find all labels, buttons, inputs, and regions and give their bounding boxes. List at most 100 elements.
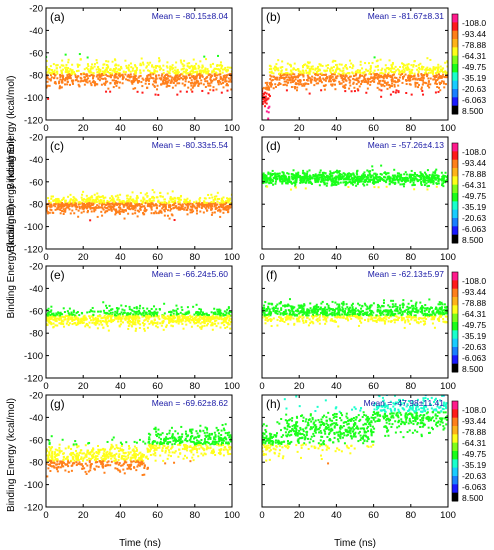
data-point <box>327 80 330 83</box>
data-point <box>222 204 225 207</box>
data-point <box>388 68 391 71</box>
data-point <box>413 183 416 186</box>
data-point <box>369 80 372 83</box>
data-point <box>298 83 301 86</box>
data-point <box>63 311 66 313</box>
x-tick-label: 80 <box>190 252 201 263</box>
data-point <box>416 68 419 71</box>
data-point <box>222 211 225 214</box>
data-point <box>282 175 285 178</box>
data-point <box>423 74 426 77</box>
data-point <box>266 81 269 84</box>
data-point <box>62 212 65 215</box>
data-point <box>138 311 141 314</box>
data-point <box>109 72 112 75</box>
data-point <box>122 71 125 74</box>
data-point <box>72 310 75 313</box>
data-point <box>77 83 80 86</box>
data-point <box>365 312 368 315</box>
data-point <box>174 200 177 203</box>
data-point <box>422 93 425 96</box>
data-point <box>343 181 346 184</box>
data-point <box>420 182 423 185</box>
data-point <box>167 315 170 318</box>
data-point <box>342 175 345 178</box>
data-point <box>210 193 213 196</box>
data-point <box>73 315 76 318</box>
data-point <box>105 323 108 326</box>
data-point <box>308 175 311 178</box>
data-point <box>181 322 184 325</box>
data-point <box>408 173 411 176</box>
data-point <box>125 200 128 203</box>
data-point <box>70 202 73 205</box>
data-point <box>153 318 156 321</box>
data-point <box>142 200 145 203</box>
data-point <box>169 313 172 316</box>
data-point <box>423 171 426 174</box>
data-point <box>156 65 159 68</box>
data-point <box>169 69 172 72</box>
data-point <box>87 65 90 68</box>
data-point <box>223 310 226 313</box>
data-point <box>49 65 52 68</box>
data-point <box>135 200 138 203</box>
data-point <box>57 311 60 314</box>
data-point <box>420 88 423 91</box>
data-point <box>308 92 311 95</box>
data-point <box>210 205 212 208</box>
data-point <box>104 77 107 80</box>
data-point <box>408 77 411 80</box>
data-point <box>76 63 79 66</box>
data-point <box>342 181 345 184</box>
data-point <box>86 311 89 314</box>
data-point <box>120 320 123 323</box>
data-point <box>179 90 182 93</box>
data-point <box>358 71 361 74</box>
data-point <box>49 208 52 211</box>
data-point <box>117 307 120 310</box>
x-tick-label: 80 <box>190 381 201 392</box>
data-point <box>161 203 164 206</box>
data-point <box>383 171 386 174</box>
data-point <box>230 75 232 78</box>
data-point <box>347 172 350 175</box>
data-point <box>136 215 139 218</box>
data-point <box>444 171 447 174</box>
data-point <box>407 79 410 82</box>
data-point <box>193 78 196 81</box>
data-point <box>60 86 63 89</box>
y-tick-label: -60 <box>29 177 43 188</box>
data-point <box>422 81 425 84</box>
data-point <box>104 83 107 86</box>
data-point <box>114 202 117 205</box>
data-point <box>349 173 352 176</box>
data-point <box>180 76 183 79</box>
data-point <box>212 311 215 314</box>
data-point <box>403 71 406 74</box>
data-point <box>216 80 219 83</box>
data-point <box>342 178 345 181</box>
data-point <box>169 209 172 212</box>
data-point <box>182 65 185 68</box>
data-point <box>217 322 220 325</box>
data-point <box>334 64 337 67</box>
data-point <box>286 178 289 181</box>
data-point <box>134 212 137 215</box>
data-point <box>394 182 397 185</box>
data-point <box>280 175 283 178</box>
panel-e: 0 20 40 60 80 100-20-40-60-80-100-120(e) Mean … <box>24 262 240 393</box>
data-point <box>331 174 334 177</box>
data-point <box>105 304 108 307</box>
data-point <box>188 199 191 202</box>
data-point <box>219 326 222 329</box>
data-point <box>306 74 309 77</box>
data-point <box>221 64 224 67</box>
data-point <box>147 310 150 313</box>
data-point <box>270 75 273 78</box>
data-point <box>334 183 337 186</box>
data-point <box>216 310 219 313</box>
data-point <box>300 176 303 179</box>
data-point <box>101 323 104 326</box>
data-point <box>72 313 75 316</box>
